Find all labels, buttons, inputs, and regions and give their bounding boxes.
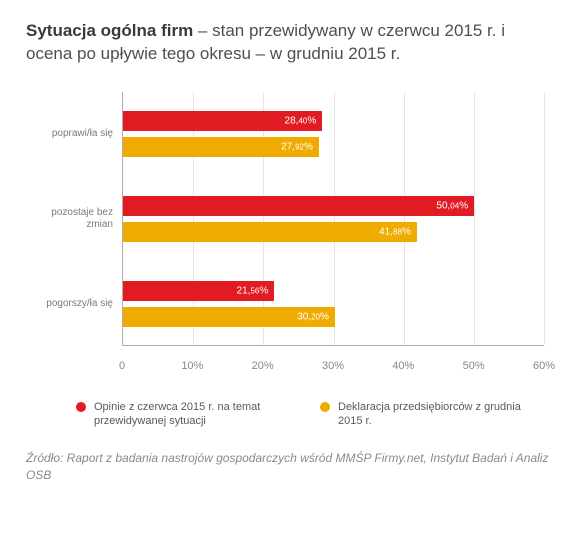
category-row: pozostaje bez zmian50,04%41,88%: [123, 177, 544, 262]
plot-area: poprawi/ła się28,40%27,92%pozostaje bez …: [122, 92, 544, 346]
legend-item-1: Deklaracja przedsiębiorców z grudnia 201…: [320, 400, 530, 429]
x-tick-label: 60%: [533, 360, 555, 372]
x-tick-label: 0: [119, 360, 125, 372]
legend-label: Deklaracja przedsiębiorców z grudnia 201…: [338, 400, 530, 429]
category-label: pogorszy/ła się: [23, 298, 123, 310]
bar-value-label: 28,40%: [285, 116, 317, 127]
x-tick-label: 40%: [392, 360, 414, 372]
chart-area: poprawi/ła się28,40%27,92%pozostaje bez …: [122, 92, 544, 372]
legend-label: Opinie z czerwca 2015 r. na temat przewi…: [94, 400, 286, 429]
chart-title: Sytuacja ogólna firm – stan przewidywany…: [26, 20, 554, 66]
bar-series-1: 27,92%: [123, 137, 319, 157]
bar-series-0: 28,40%: [123, 111, 322, 131]
source-text: Źródło: Raport z badania nastrojów gospo…: [26, 450, 554, 484]
bar-value-label: 27,92%: [281, 142, 313, 153]
bar-value-label: 41,88%: [379, 226, 411, 237]
legend-dot-icon: [76, 402, 86, 412]
bar-series-1: 41,88%: [123, 222, 417, 242]
x-tick-label: 10%: [181, 360, 203, 372]
chart-title-bold: Sytuacja ogólna firm: [26, 21, 193, 40]
category-label: pozostaje bez zmian: [23, 207, 123, 231]
bar-series-0: 21,56%: [123, 281, 274, 301]
bar-value-label: 21,56%: [237, 285, 269, 296]
x-tick-label: 50%: [463, 360, 485, 372]
category-row: pogorszy/ła się21,56%30,20%: [123, 261, 544, 346]
legend: Opinie z czerwca 2015 r. na temat przewi…: [76, 400, 554, 429]
legend-dot-icon: [320, 402, 330, 412]
bar-value-label: 30,20%: [297, 311, 329, 322]
x-tick-label: 20%: [252, 360, 274, 372]
bar-series-1: 30,20%: [123, 307, 335, 327]
legend-item-0: Opinie z czerwca 2015 r. na temat przewi…: [76, 400, 286, 429]
x-tick-label: 30%: [322, 360, 344, 372]
category-row: poprawi/ła się28,40%27,92%: [123, 92, 544, 177]
grid-line: [544, 92, 545, 345]
bar-series-0: 50,04%: [123, 196, 474, 216]
bar-value-label: 50,04%: [436, 200, 468, 211]
category-label: poprawi/ła się: [23, 128, 123, 140]
